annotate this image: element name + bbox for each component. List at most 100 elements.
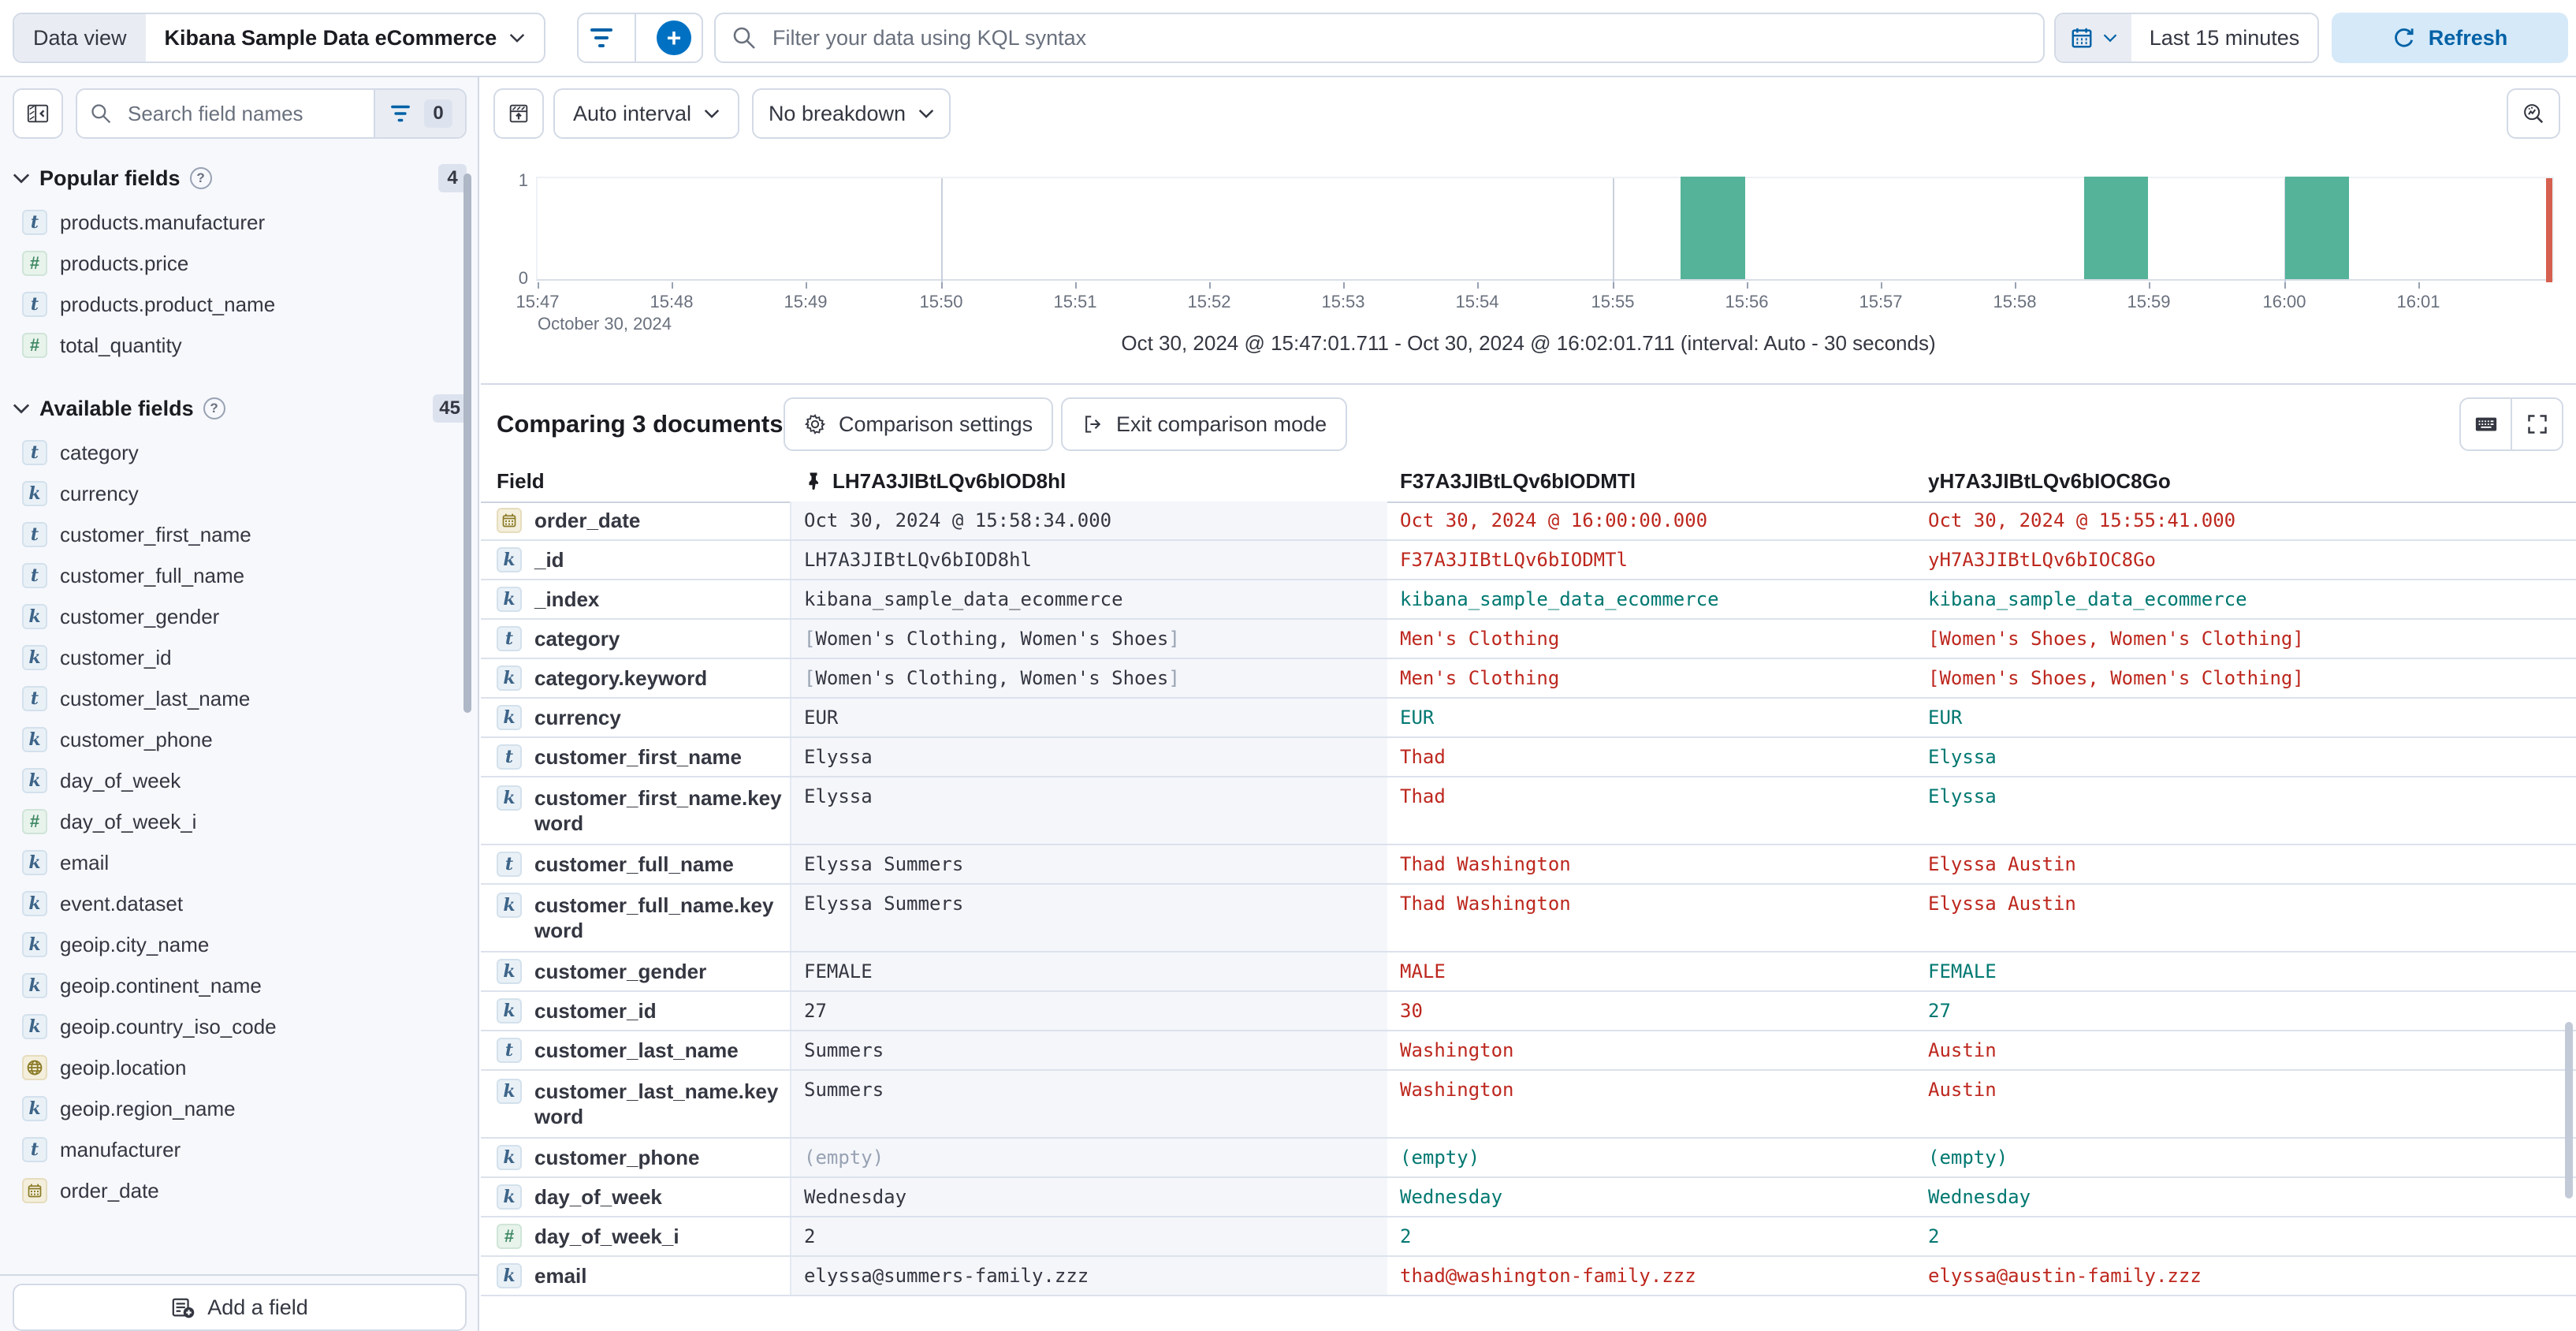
compare-field-name: customer_first_name [534, 745, 742, 769]
field-list-item[interactable]: k geoip.continent_name [13, 965, 467, 1006]
field-cell: k day_of_week [481, 1178, 791, 1216]
field-list-item[interactable]: order_date [13, 1170, 467, 1211]
table-row: k customer_last_name.keyword Summers Washin… [481, 1071, 2576, 1139]
top-bar: Data view Kibana Sample Data eCommerce +… [0, 0, 2576, 77]
pinned-doc-column-header[interactable]: LH7A3JIBtLQv6bIOD8hl [804, 460, 1066, 501]
field-list-item[interactable]: k customer_gender [13, 596, 467, 637]
value-cell-doc1: Washington [1400, 1039, 1514, 1061]
field-column-header[interactable]: Field [497, 468, 545, 493]
interval-dropdown[interactable]: Auto interval [553, 88, 739, 139]
breakdown-dropdown[interactable]: No breakdown [752, 88, 951, 139]
t-token-icon: t [497, 626, 522, 651]
x-axis-tick-label: 16:01 [2396, 292, 2440, 311]
kql-search-bar[interactable] [714, 13, 2045, 63]
chevron-down-icon [704, 109, 720, 118]
available-fields-header[interactable]: Available fields ? 45 [13, 388, 467, 429]
k-token-icon: k [497, 1145, 522, 1170]
data-view-label: Data view [14, 14, 146, 62]
sidebar-scrollbar[interactable] [463, 173, 471, 713]
time-range-picker[interactable]: Last 15 minutes [2054, 13, 2319, 63]
kql-search-input[interactable] [769, 24, 2027, 52]
keyboard-shortcuts-button[interactable] [2461, 399, 2511, 449]
explore-in-lens-button[interactable] [2507, 88, 2560, 139]
table-row: t category [Women's Clothing, Women's Shoe… [481, 620, 2576, 659]
field-list-item[interactable]: t customer_first_name [13, 514, 467, 555]
field-list-item[interactable]: k geoip.region_name [13, 1088, 467, 1129]
k-token-icon: k [497, 1263, 522, 1288]
field-name: geoip.continent_name [60, 973, 262, 997]
value-cell-doc2: Elyssa [1928, 746, 1997, 768]
field-list-item[interactable]: k event.dataset [13, 883, 467, 924]
add-field-button[interactable]: Add a field [13, 1284, 467, 1331]
filter-icon[interactable] [589, 24, 614, 52]
value-cell-doc2: Oct 30, 2024 @ 15:55:41.000 [1928, 509, 2236, 531]
divider [0, 1274, 479, 1276]
x-axis-tick [2015, 282, 2016, 289]
time-range-value[interactable]: Last 15 minutes [2149, 25, 2300, 50]
field-list-item[interactable]: t customer_full_name [13, 555, 467, 596]
x-axis-tick [1613, 282, 1614, 289]
compare-field-name: customer_first_name.keyword [534, 786, 782, 835]
value-cell-doc1: Thad Washington [1400, 893, 1571, 915]
field-list-item[interactable]: geoip.location [13, 1047, 467, 1088]
field-search[interactable]: 0 [76, 88, 467, 139]
field-list-item[interactable]: k day_of_week [13, 760, 467, 801]
x-axis-tick [1209, 282, 1211, 289]
value-cell-base: 27 [791, 992, 1387, 1030]
comparison-settings-button[interactable]: Comparison settings [784, 397, 1054, 451]
add-filter-button[interactable]: + [657, 21, 691, 55]
comparison-title: Comparing 3 documents [497, 410, 784, 438]
popular-fields-header[interactable]: Popular fields ? 4 [13, 158, 467, 199]
fullscreen-icon [2527, 415, 2547, 434]
data-view-picker[interactable]: Data view Kibana Sample Data eCommerce [13, 13, 546, 63]
table-row: k customer_phone (empty) (empty) (empty) [481, 1139, 2576, 1178]
table-scrollbar[interactable] [2565, 1022, 2573, 1199]
field-list-item[interactable]: t manufacturer [13, 1129, 467, 1170]
available-fields-count: 45 [433, 394, 467, 423]
field-list-item[interactable]: # products.price [13, 243, 467, 284]
x-axis-tick-label: 15:59 [2127, 292, 2171, 311]
collapse-sidebar-button[interactable] [13, 88, 63, 139]
field-search-input[interactable] [125, 99, 374, 128]
t-token-icon: t [22, 210, 47, 235]
doc-column-header[interactable]: yH7A3JIBtLQv6bIOC8Go [1928, 468, 2171, 493]
x-axis-tick-label: 16:00 [2262, 292, 2306, 311]
fullscreen-button[interactable] [2511, 399, 2562, 449]
field-list-item[interactable]: k customer_phone [13, 719, 467, 760]
compare-field-name: _id [534, 548, 564, 572]
k-token-icon: k [497, 893, 522, 918]
field-list-item[interactable]: k email [13, 842, 467, 883]
compare-field-name: order_date [534, 509, 641, 532]
field-list-item[interactable]: t customer_last_name [13, 678, 467, 719]
x-axis-tick [1343, 282, 1345, 289]
field-list-item[interactable]: t products.product_name [13, 284, 467, 325]
doc-column-header[interactable]: F37A3JIBtLQv6bIODMTl [1400, 468, 1636, 493]
data-view-value[interactable]: Kibana Sample Data eCommerce [146, 26, 545, 50]
k-token-icon: k [22, 1096, 47, 1121]
k-token-icon: k [22, 891, 47, 916]
field-list-item[interactable]: # total_quantity [13, 325, 467, 366]
exit-comparison-button[interactable]: Exit comparison mode [1061, 397, 1348, 451]
field-name: customer_gender [60, 604, 220, 628]
field-filter-controls[interactable]: 0 [374, 90, 465, 137]
value-cell-doc1: (empty) [1400, 1146, 1480, 1169]
k-token-icon: k [22, 727, 47, 752]
histogram-bar[interactable] [1681, 177, 1745, 279]
histogram-bar[interactable] [2285, 177, 2350, 279]
field-name: products.price [60, 251, 189, 275]
field-list-item[interactable]: k customer_id [13, 637, 467, 678]
field-list-item[interactable]: k geoip.country_iso_code [13, 1006, 467, 1047]
date-picker-menu[interactable] [2056, 14, 2131, 62]
edit-histogram-button[interactable] [493, 88, 544, 139]
field-list-item[interactable]: k geoip.city_name [13, 924, 467, 965]
field-list-item[interactable]: t category [13, 432, 467, 473]
field-list-item[interactable]: # day_of_week_i [13, 801, 467, 842]
table-row: k currency EUR EUR EUR [481, 699, 2576, 738]
field-list-item[interactable]: t products.manufacturer [13, 202, 467, 243]
field-filter-icon [389, 102, 411, 126]
refresh-button[interactable]: Refresh [2332, 13, 2568, 63]
field-list-item[interactable]: k currency [13, 473, 467, 514]
t-token-icon: t [497, 852, 522, 877]
histogram-bar[interactable] [2083, 177, 2148, 279]
k-token-icon: k [497, 587, 522, 612]
